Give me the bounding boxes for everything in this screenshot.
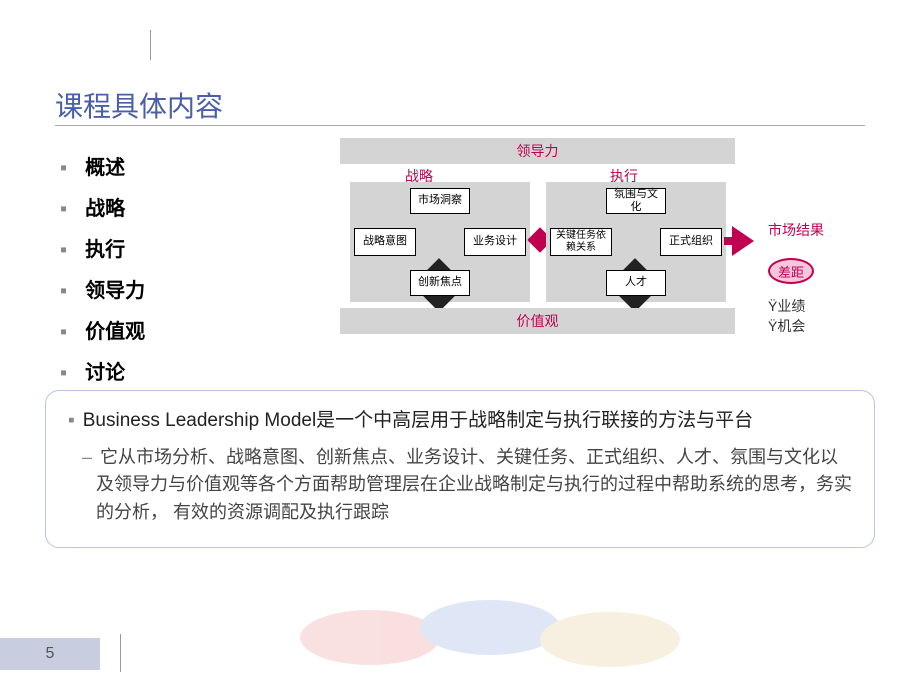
gap-sub-performance: Ÿ业绩 [768, 296, 805, 316]
band-values: 价值观 [340, 308, 735, 334]
box-talent: 人才 [606, 270, 666, 296]
page-number: 5 [0, 638, 100, 670]
box-market-insight: 市场洞察 [410, 188, 470, 214]
cluster-strategy: 市场洞察 战略意图 业务设计 创新焦点 [350, 182, 530, 302]
box-business-design: 业务设计 [464, 228, 526, 256]
gap-sub-opportunity: Ÿ机会 [768, 316, 805, 336]
outline-list: 概述 战略 执行 领导力 价值观 讨论 [60, 145, 145, 391]
gap-badge: 差距 [768, 258, 814, 284]
band-leadership: 领导力 [340, 138, 735, 164]
description-main: Business Leadership Model是一个中高层用于战略制定与执行… [68, 407, 852, 436]
decorative-blobs [300, 600, 680, 660]
box-critical-tasks: 关键任务依赖关系 [550, 228, 612, 256]
result-label: 市场结果 [768, 220, 824, 240]
list-item: 战略 [60, 186, 145, 227]
blm-diagram: 领导力 战略 执行 市场洞察 战略意图 业务设计 创新焦点 氛围与文化 关键任务… [340, 138, 900, 358]
description-sub: 它从市场分析、战略意图、创新焦点、业务设计、关键任务、正式组织、人才、氛围与文化… [96, 444, 852, 528]
list-item: 概述 [60, 145, 145, 186]
list-item: 领导力 [60, 268, 145, 309]
footer-divider [120, 634, 121, 672]
description-box: Business Leadership Model是一个中高层用于战略制定与执行… [45, 390, 875, 548]
box-innovation-focus: 创新焦点 [410, 270, 470, 296]
box-strategic-intent: 战略意图 [354, 228, 416, 256]
arrow-icon [732, 226, 754, 256]
list-item: 讨论 [60, 350, 145, 391]
box-formal-org: 正式组织 [660, 228, 722, 256]
box-culture: 氛围与文化 [606, 188, 666, 214]
list-item: 价值观 [60, 309, 145, 350]
cluster-execution: 氛围与文化 关键任务依赖关系 正式组织 人才 [546, 182, 726, 302]
page-title: 课程具体内容 [55, 85, 223, 125]
top-divider [150, 30, 151, 60]
title-underline [55, 125, 865, 126]
list-item: 执行 [60, 227, 145, 268]
